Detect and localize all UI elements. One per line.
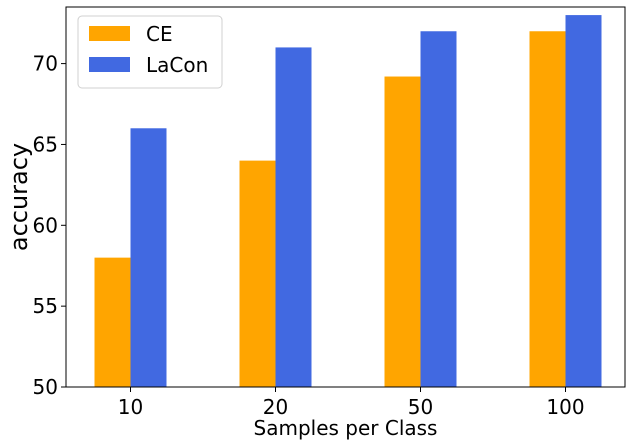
y-tick-label-65: 65 xyxy=(33,132,58,156)
legend-label-lacon: LaCon xyxy=(146,53,208,77)
x-tick-label-20: 20 xyxy=(263,395,288,419)
legend: CE LaCon xyxy=(77,15,223,89)
y-axis-title: accuracy xyxy=(5,143,33,251)
bar-ce-50 xyxy=(384,76,421,387)
x-axis-title: Samples per Class xyxy=(254,416,438,440)
x-tick-label-100: 100 xyxy=(546,395,584,419)
bar-ce-100 xyxy=(529,31,566,388)
y-tick-label-70: 70 xyxy=(33,52,58,76)
bars-layer xyxy=(94,15,602,388)
x-tick-label-50: 50 xyxy=(408,395,433,419)
bar-lacon-20 xyxy=(275,47,312,387)
legend-swatch-lacon xyxy=(89,57,130,72)
plot-frame xyxy=(65,6,626,388)
bar-ce-10 xyxy=(94,257,131,387)
y-tick-label-50: 50 xyxy=(33,375,58,399)
legend-swatch-ce xyxy=(89,26,130,41)
y-tick-label-60: 60 xyxy=(33,213,58,237)
y-axis-ticks: 50 55 60 65 70 xyxy=(33,52,66,399)
y-tick-label-55: 55 xyxy=(33,294,58,318)
legend-label-ce: CE xyxy=(146,22,173,46)
x-axis-ticks: 10 20 50 100 xyxy=(118,387,585,419)
bar-lacon-10 xyxy=(130,128,167,387)
bar-ce-20 xyxy=(239,160,276,387)
x-tick-label-10: 10 xyxy=(118,395,143,419)
bar-lacon-100 xyxy=(565,15,602,387)
bar-lacon-50 xyxy=(420,31,457,388)
